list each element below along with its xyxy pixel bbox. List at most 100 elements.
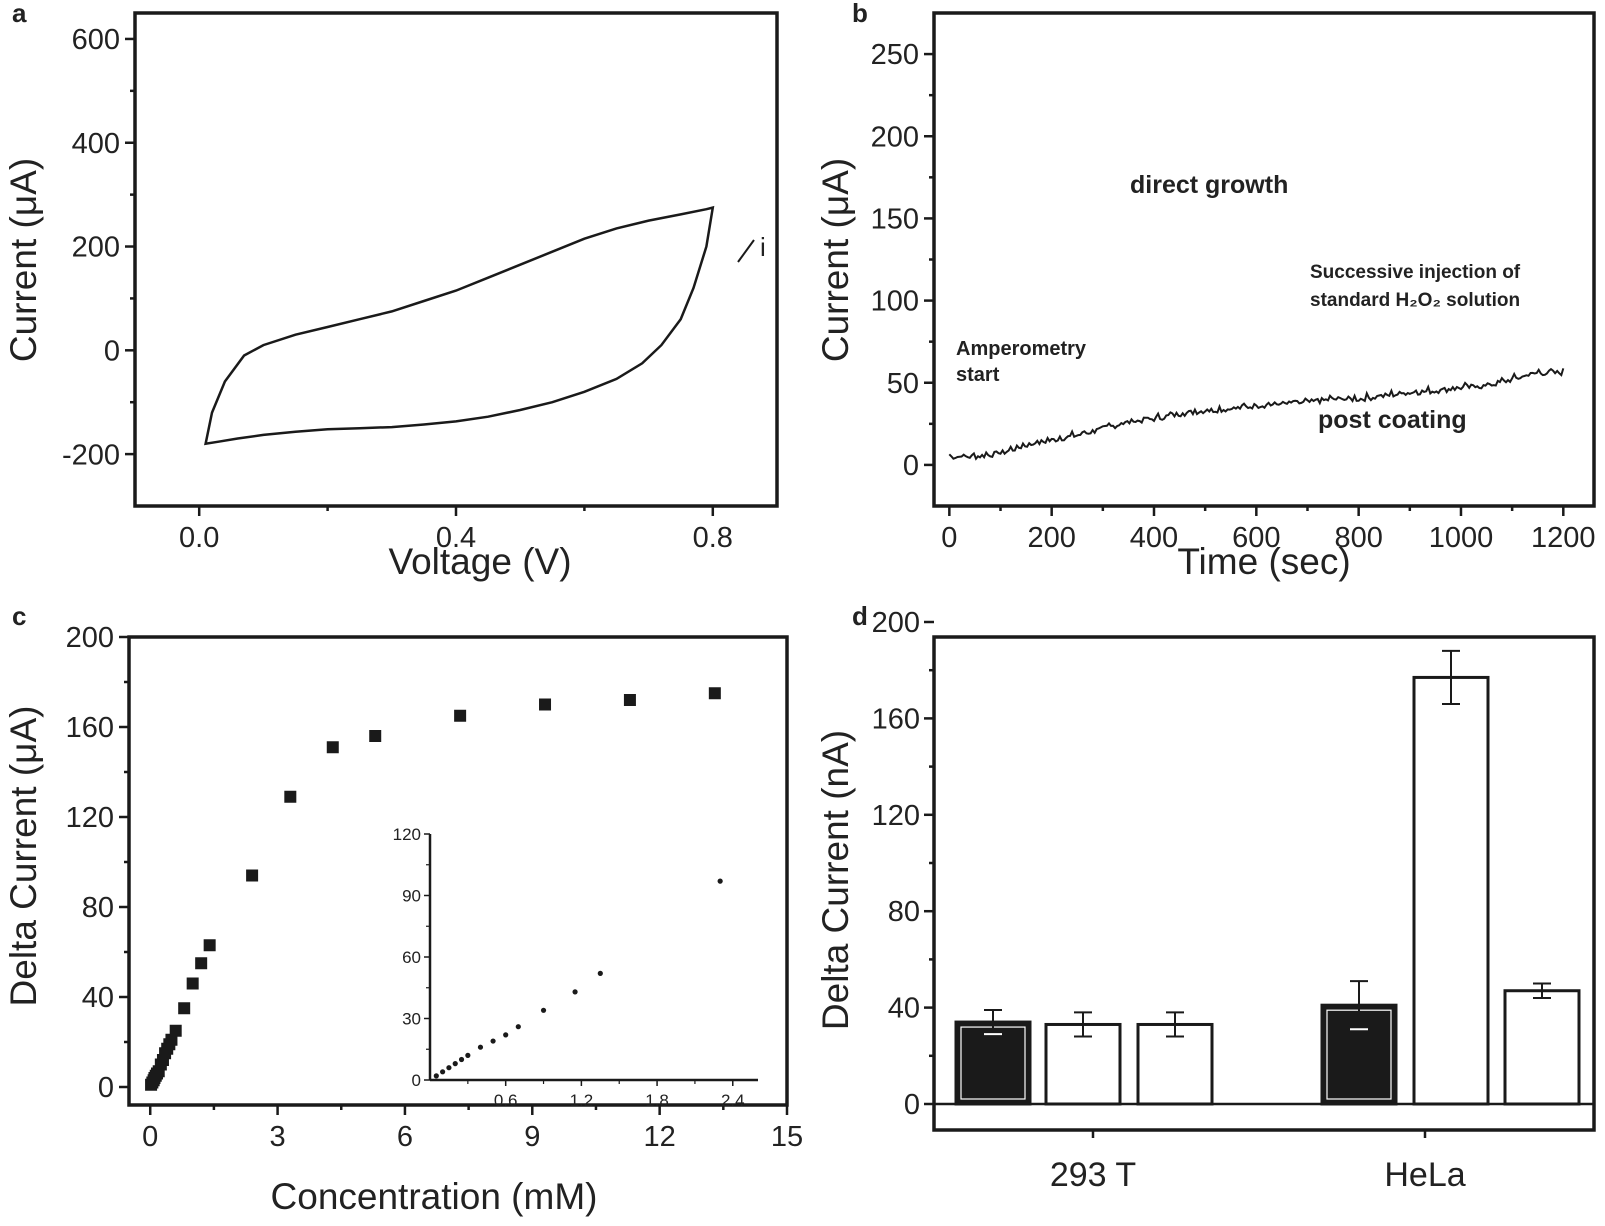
panel-a-ylabel: Current (μA)	[3, 158, 44, 362]
data-point	[169, 1024, 182, 1037]
y-tick-label: 200	[66, 622, 114, 654]
inset-x-tick-label: 2.4	[721, 1091, 745, 1110]
y-tick-label: 600	[72, 24, 120, 56]
bar	[1412, 675, 1490, 1106]
bar	[954, 1020, 1032, 1106]
data-point	[454, 709, 467, 722]
panel-a-frame	[133, 11, 779, 508]
inset-y-tick-label: 90	[402, 887, 421, 906]
inset-y-tick-label: 120	[393, 825, 421, 844]
x-tick-label: 0	[941, 522, 957, 554]
x-tick-label: 1200	[1531, 522, 1596, 554]
inset-y-tick-label: 0	[412, 1071, 421, 1090]
cv-annotation-label: i	[760, 232, 766, 262]
x-tick-label: 6	[397, 1121, 413, 1153]
inset-data-point	[515, 1024, 521, 1030]
x-tick-label: 0.4	[436, 522, 476, 554]
y-tick-label: 200	[872, 607, 920, 639]
panel-c-ticks: 0 3 6 9 12 15 0 40 80 120 160 200	[66, 622, 804, 1153]
y-tick-label: 160	[872, 703, 920, 735]
panel-c-points	[145, 687, 721, 1091]
inset-data-point	[490, 1038, 496, 1044]
inset-data-point	[503, 1032, 509, 1038]
y-tick-label: 120	[872, 800, 920, 832]
inset-y-tick-label: 30	[402, 1010, 421, 1029]
panel-a-ticks: 0.0 0.4 0.8 -200 0 200 400 600	[62, 24, 733, 554]
data-point	[708, 687, 721, 700]
bar	[1136, 1022, 1214, 1106]
y-tick-label: 80	[888, 896, 920, 928]
x-tick-label: 200	[1027, 522, 1075, 554]
y-tick-label: 150	[871, 204, 919, 236]
data-point	[539, 698, 552, 711]
data-point	[326, 741, 339, 754]
panel-c: c 0 3 6 9 12 15 0 40 80 120 160 200 0.6 1.2 1.8 2.4 0 30…	[3, 601, 803, 1217]
data-point	[284, 790, 297, 803]
data-point	[203, 939, 216, 952]
cv-curve	[204, 205, 715, 446]
inset-data-point	[572, 989, 578, 995]
data-point	[623, 694, 636, 706]
data-point	[246, 869, 259, 882]
y-tick-label: 0	[104, 335, 120, 367]
panel-label-a: a	[12, 0, 27, 28]
y-tick-label: -200	[62, 439, 120, 471]
data-point	[195, 957, 208, 970]
y-tick-label: 100	[871, 286, 919, 318]
y-tick-label: 80	[82, 892, 114, 924]
inset-data-point	[452, 1061, 458, 1067]
panel-label-b: b	[852, 0, 868, 28]
inset-x-tick-label: 1.2	[570, 1091, 594, 1110]
x-tick-label: 12	[644, 1121, 676, 1153]
x-tick-label: 3	[270, 1121, 286, 1153]
x-tick-label: 800	[1334, 522, 1382, 554]
y-tick-label: 400	[72, 128, 120, 160]
panel-label-c: c	[12, 601, 26, 631]
bar	[1503, 989, 1581, 1106]
panel-c-frame	[127, 635, 789, 1107]
inset-chart: 0.6 1.2 1.8 2.4 0 30 60 90 120	[393, 825, 758, 1110]
y-tick-label: 50	[887, 368, 919, 400]
inset-data-point	[440, 1069, 446, 1075]
inset-y-tick-label: 60	[402, 948, 421, 967]
y-tick-label: 120	[66, 802, 114, 834]
data-point	[178, 1002, 191, 1015]
y-tick-label: 0	[903, 450, 919, 482]
panel-c-ylabel: Delta Current (μA)	[3, 706, 44, 1007]
y-tick-label: 200	[72, 232, 120, 264]
inset-data-point	[717, 878, 723, 884]
panel-d-frame	[932, 635, 1596, 1132]
y-tick-label: 200	[871, 121, 919, 153]
x-tick-label: 1000	[1429, 522, 1494, 554]
panel-label-d: d	[852, 601, 868, 631]
inset-data-point	[597, 970, 603, 977]
x-category-label: 293 T	[1050, 1156, 1136, 1194]
panel-a-xlabel: Voltage (V)	[388, 541, 571, 582]
annotation-h2o2-solution: standard H₂O₂ solution	[1310, 290, 1520, 311]
annotation-amperometry: Amperometry	[956, 338, 1087, 360]
y-tick-label: 0	[98, 1072, 114, 1104]
panel-d: d 0 40 80 120 160 200 293 T HeLa Delta Current …	[815, 601, 1596, 1194]
inset-x-tick-label: 1.8	[645, 1091, 669, 1110]
inset-x-tick-label: 0.6	[494, 1091, 518, 1110]
annotation-post-coating: post coating	[1318, 406, 1467, 434]
panel-c-xlabel: Concentration (mM)	[271, 1176, 598, 1217]
x-tick-label: 15	[771, 1121, 803, 1153]
annotation-successive-injection: Successive injection of	[1310, 262, 1521, 283]
x-tick-label: 0	[142, 1121, 158, 1153]
panel-d-bars	[954, 649, 1581, 1106]
y-tick-label: 40	[888, 993, 920, 1025]
y-tick-label: 40	[82, 982, 114, 1014]
inset-data-point	[465, 1052, 471, 1058]
panel-b-xlabel: Time (sec)	[1177, 541, 1350, 582]
x-tick-label: 0.8	[693, 522, 733, 554]
cv-annotation-arrow	[737, 239, 755, 263]
inset-data-point	[446, 1065, 452, 1071]
panel-b-ylabel: Current (μA)	[815, 158, 856, 362]
annotation-direct-growth: direct growth	[1130, 171, 1288, 199]
data-point	[186, 977, 199, 990]
inset-data-point	[458, 1056, 465, 1063]
amperometry-trace	[948, 367, 1565, 461]
x-tick-label: 9	[524, 1121, 540, 1153]
